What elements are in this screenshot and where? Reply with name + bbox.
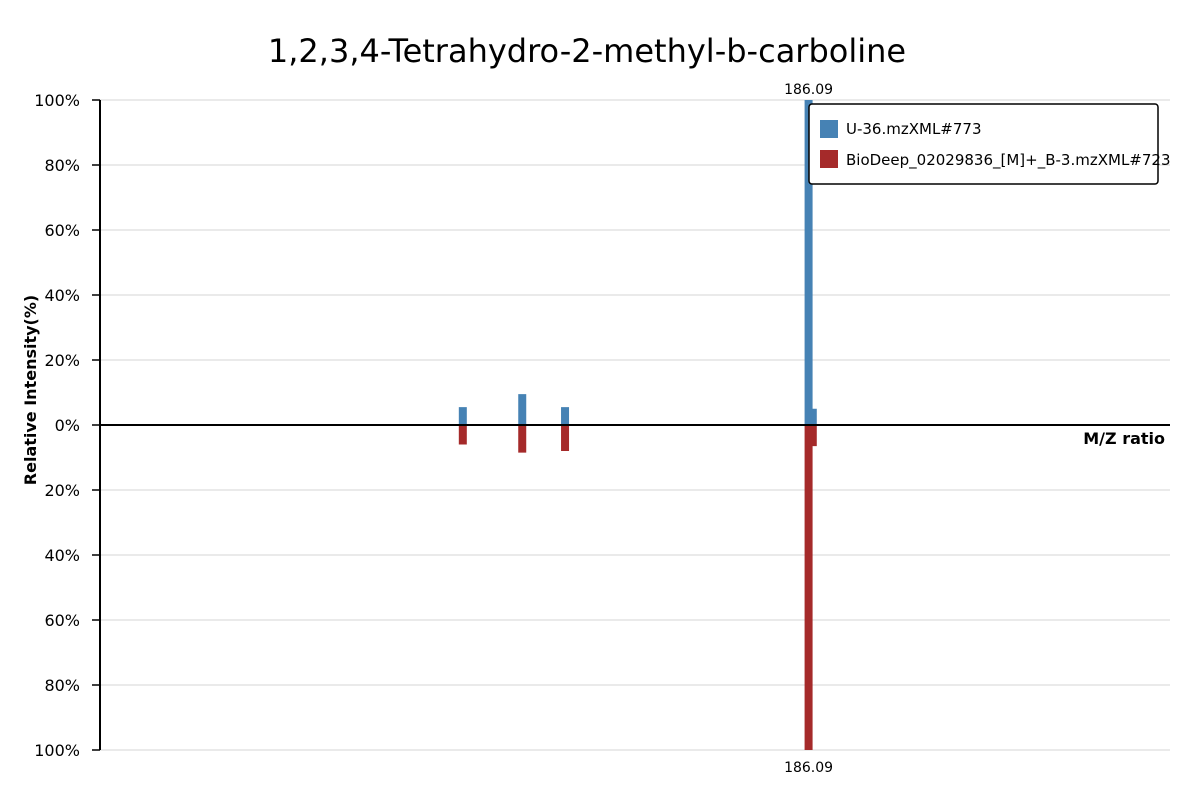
legend-label-query: U-36.mzXML#773 (846, 120, 982, 138)
y-tick-label: 80% (44, 156, 80, 175)
grid-lines (100, 99, 1170, 751)
peak-bar-reference (808, 425, 817, 447)
peak-bar-reference (561, 425, 570, 451)
axes (92, 99, 1170, 751)
y-tick-label: 60% (44, 611, 80, 630)
peak-bar-query (458, 407, 467, 425)
y-tick-label: 100% (34, 741, 80, 760)
peak-labels: 186.09 186.09 (784, 82, 833, 776)
legend: U-36.mzXML#773 BioDeep_02029836_[M]+_B-3… (808, 103, 1171, 185)
chart-title: 1,2,3,4-Tetrahydro-2-methyl-b-carboline (268, 32, 906, 70)
peak-label-reference: 186.09 (784, 760, 833, 776)
legend-label-reference: BioDeep_02029836_[M]+_B-3.mzXML#723 (846, 151, 1171, 170)
y-tick-label: 0% (55, 416, 80, 435)
peak-bar-query (561, 407, 570, 425)
y-tick-label: 20% (44, 351, 80, 370)
y-tick-labels: 100% 80% 60% 40% 20% 0% 20% 40% 60% 80% 100% (34, 91, 80, 760)
y-tick-label: 40% (44, 286, 80, 305)
peak-bar-reference (518, 425, 527, 453)
legend-swatch-query (820, 120, 838, 138)
y-tick-label: 100% (34, 91, 80, 110)
legend-swatch-reference (820, 150, 838, 168)
y-tick-label: 60% (44, 221, 80, 240)
y-tick-label: 40% (44, 546, 80, 565)
legend-box (808, 103, 1159, 185)
y-tick-label: 20% (44, 481, 80, 500)
peak-bar-query (518, 394, 527, 425)
peak-bar-reference (804, 425, 813, 750)
peak-bar-reference (458, 425, 467, 445)
peak-bar-query (804, 100, 813, 425)
y-tick-label: 80% (44, 676, 80, 695)
peak-label-query: 186.09 (784, 82, 833, 98)
x-axis-label: M/Z ratio (1083, 429, 1165, 448)
spectrum-bars (458, 100, 817, 750)
y-axis-label: Relative Intensity(%) (21, 295, 40, 485)
peak-bar-query (808, 408, 817, 425)
